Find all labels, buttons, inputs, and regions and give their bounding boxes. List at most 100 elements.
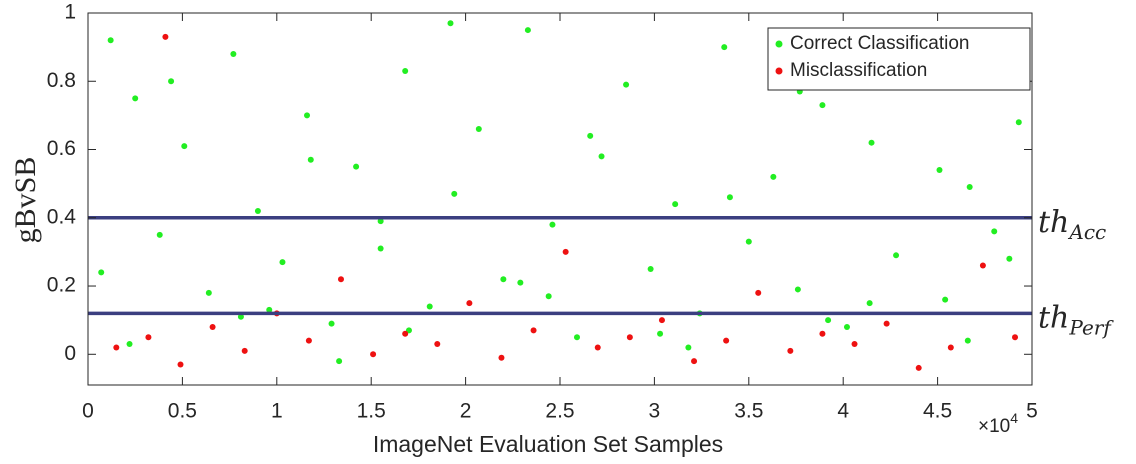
point <box>755 289 762 296</box>
y-tick-label: 0.4 <box>47 205 77 228</box>
legend-marker <box>775 40 783 48</box>
point <box>947 344 954 351</box>
point <box>337 276 344 283</box>
y-axis-label: gBvSB <box>9 157 42 244</box>
point <box>1012 334 1019 341</box>
x-tick-label: 4 <box>837 400 849 423</box>
y-tick-label: 0 <box>64 342 76 365</box>
x-tick-label: 4.5 <box>923 400 952 423</box>
point <box>915 364 922 371</box>
point <box>426 303 433 310</box>
point <box>307 156 314 163</box>
point <box>304 112 311 119</box>
point <box>402 330 409 337</box>
legend-box <box>767 27 1031 91</box>
point <box>132 95 139 102</box>
legend-marker <box>775 67 783 75</box>
point <box>726 194 733 201</box>
point <box>254 207 261 214</box>
point <box>353 163 360 170</box>
point <box>721 44 728 51</box>
point <box>1015 119 1022 126</box>
point <box>447 20 454 27</box>
threshold-label-main: th <box>1038 205 1069 240</box>
point <box>402 68 409 75</box>
point <box>205 289 212 296</box>
point <box>98 269 105 276</box>
point <box>475 126 482 133</box>
x-tick-label: 3.5 <box>734 400 763 423</box>
point <box>819 102 826 109</box>
point <box>498 354 505 361</box>
point <box>594 344 601 351</box>
point <box>866 300 873 307</box>
point <box>113 344 120 351</box>
y-tick-label: 0.6 <box>47 137 76 160</box>
point <box>266 306 273 313</box>
point <box>500 276 507 283</box>
point <box>377 218 384 225</box>
x-multiplier-exp: 4 <box>1010 410 1018 426</box>
point <box>168 78 175 85</box>
point <box>745 238 752 245</box>
legend-label: Misclassification <box>790 60 927 81</box>
point <box>530 327 537 334</box>
point <box>598 153 605 160</box>
point <box>770 173 777 180</box>
legend-label: Correct Classification <box>790 33 970 54</box>
point <box>237 313 244 320</box>
threshold-label-sub: Acc <box>1067 219 1106 243</box>
point <box>377 245 384 252</box>
point <box>230 50 237 57</box>
point <box>966 184 973 191</box>
point <box>466 300 473 307</box>
point <box>942 296 949 303</box>
point <box>145 334 152 341</box>
point <box>794 286 801 293</box>
point <box>451 190 458 197</box>
x-tick-label: 0.5 <box>168 400 197 423</box>
point <box>181 143 188 150</box>
x-multiplier-base: ×10 <box>978 416 1010 437</box>
point <box>126 341 133 348</box>
point <box>241 347 248 354</box>
point <box>305 337 312 344</box>
x-tick-label: 0 <box>82 400 94 423</box>
x-tick-label: 3 <box>649 400 661 423</box>
point <box>1006 255 1013 262</box>
y-tick-label: 0.2 <box>47 274 76 297</box>
point <box>587 132 594 139</box>
threshold-label-sub: Perf <box>1068 315 1114 339</box>
point <box>825 317 832 324</box>
point <box>893 252 900 259</box>
point <box>883 320 890 327</box>
point <box>991 228 998 235</box>
x-multiplier: ×104 <box>978 410 1018 437</box>
point <box>370 351 377 358</box>
point <box>623 81 630 88</box>
point <box>979 262 986 269</box>
point <box>672 201 679 208</box>
y-tick-label: 1 <box>64 1 76 24</box>
point <box>279 259 286 266</box>
x-tick-label: 2.5 <box>545 400 574 423</box>
point <box>691 358 698 365</box>
point <box>545 293 552 300</box>
x-tick-label: 1.5 <box>357 400 386 423</box>
point <box>549 221 556 228</box>
x-axis-label: ImageNet Evaluation Set Samples <box>373 431 723 457</box>
point <box>819 330 826 337</box>
point <box>964 337 971 344</box>
threshold-label: thAcc <box>1038 205 1106 244</box>
point <box>657 330 664 337</box>
point <box>787 347 794 354</box>
x-tick-label: 5 <box>1026 400 1038 423</box>
point <box>626 334 633 341</box>
point <box>843 323 850 330</box>
point <box>685 344 692 351</box>
point <box>162 33 169 40</box>
y-tick-label: 0.8 <box>47 69 76 92</box>
x-tick-label: 1 <box>271 400 283 423</box>
point <box>524 27 531 34</box>
